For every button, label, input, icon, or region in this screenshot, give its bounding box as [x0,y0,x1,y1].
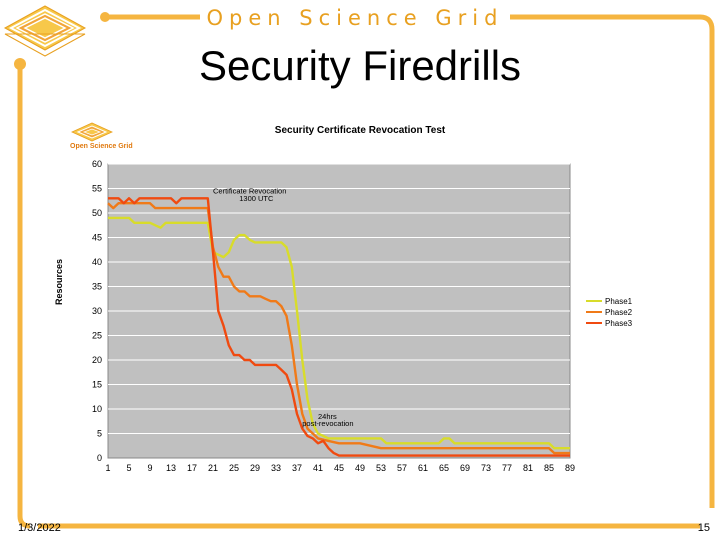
header-dot-left [100,12,110,22]
frame-dot-left [14,58,26,70]
x-tick-label: 37 [292,463,302,473]
legend-label-phase2: Phase2 [605,308,633,317]
y-tick-label: 20 [92,355,102,365]
series-line-phase2 [107,202,570,455]
y-tick-label: 40 [92,257,102,267]
osg-logo-large [3,5,87,57]
x-tick-label: 25 [229,463,239,473]
x-tick-label: 45 [334,463,344,473]
legend-label-phase1: Phase1 [605,297,633,306]
y-tick-label: 25 [92,331,102,341]
frame-corner-bl [17,515,31,529]
x-tick-label: 89 [565,463,575,473]
chart-title: Security Certificate Revocation Test [274,125,446,136]
page-number: 15 [697,522,710,534]
footer-date: 1/3/2022 [18,522,61,534]
x-tick-label: 61 [418,463,428,473]
x-tick-label: 29 [250,463,260,473]
x-tick-label: 53 [376,463,386,473]
y-tick-label: 60 [92,159,102,169]
x-tick-label: 1 [105,463,110,473]
y-tick-label: 5 [97,429,102,439]
y-tick-label: 10 [92,404,102,414]
x-tick-label: 77 [502,463,512,473]
x-tick-label: 9 [147,463,152,473]
x-tick-label: 21 [208,463,218,473]
x-tick-label: 33 [271,463,281,473]
y-tick-label: 45 [92,233,102,243]
x-tick-label: 13 [166,463,176,473]
x-tick-label: 17 [187,463,197,473]
y-tick-label: 15 [92,380,102,390]
y-tick-label: 0 [97,453,102,463]
slide-title: Security Firedrills [198,42,522,89]
logo-text: Open Science Grid [70,143,133,150]
chart-legend: Phase1 Phase2 Phase3 [586,297,633,328]
y-tick-label: 30 [92,306,102,316]
series-line-phase1 [108,216,570,450]
x-tick-label: 73 [481,463,491,473]
chart-annotation: 24hrs [318,412,337,421]
osg-logo-small [71,122,113,142]
header-org-name: Open Science Grid [206,6,504,30]
frame-right [699,14,715,508]
series-line-phase3 [108,197,570,457]
x-tick-label: 5 [126,463,131,473]
chart-grid [108,163,570,434]
x-tick-label: 81 [523,463,533,473]
x-tick-label: 65 [439,463,449,473]
chart-annotation: Certificate Revocation [213,186,286,195]
legend-label-phase3: Phase3 [605,319,633,328]
x-tick-label: 85 [544,463,554,473]
x-tick-label: 57 [397,463,407,473]
y-tick-label: 50 [92,208,102,218]
y-tick-label: 55 [92,184,102,194]
y-tick-label: 35 [92,282,102,292]
chart-series [107,197,570,457]
chart-annotation: post-revocation [302,419,353,428]
chart-annotation: 1300 UTC [239,194,274,203]
x-tick-label: 69 [460,463,470,473]
x-tick-label: 49 [355,463,365,473]
x-tick-label: 41 [313,463,323,473]
